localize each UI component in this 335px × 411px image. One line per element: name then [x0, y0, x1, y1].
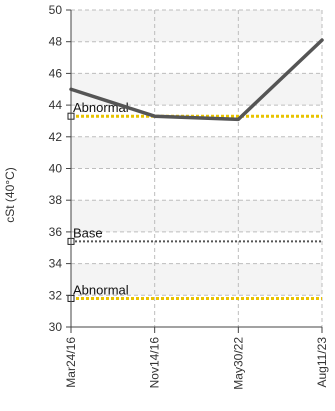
y-tick-label: 50	[49, 3, 63, 17]
y-tick-label: 36	[49, 225, 63, 239]
x-tick-label: Nov14/16	[148, 337, 162, 389]
y-tick-label: 44	[49, 98, 63, 112]
x-tick-label: Mar24/16	[64, 337, 78, 388]
y-tick-label: 42	[49, 130, 63, 144]
y-tick-label: 48	[49, 35, 63, 49]
reference-label: Abnormal	[73, 282, 129, 297]
grid-band	[71, 136, 322, 169]
y-tick-label: 38	[49, 193, 63, 207]
x-tick-label: Aug11/23	[315, 337, 329, 388]
background-bands	[71, 10, 322, 296]
x-tick-label: May30/22	[231, 337, 245, 390]
y-tick-labels: 30 32 34 36 38 40 42 44 46 48 50	[49, 3, 63, 334]
data-series	[69, 38, 324, 122]
y-tick-label: 40	[49, 162, 63, 176]
series-line	[69, 38, 324, 122]
grid-band	[71, 263, 322, 296]
y-axis-label: cSt (40°C)	[3, 167, 17, 222]
reference-label: Base	[73, 225, 103, 240]
reference-label: Abnormal	[73, 100, 129, 115]
x-tick-labels: Mar24/16 Nov14/16 May30/22 Aug11/23	[64, 337, 329, 390]
y-tick-label: 32	[49, 288, 63, 302]
axes	[66, 9, 323, 333]
grid-band	[71, 10, 322, 42]
y-tick-label: 46	[49, 66, 63, 80]
gridlines	[71, 9, 323, 328]
y-tick-label: 34	[49, 257, 63, 271]
grid-band	[71, 200, 322, 232]
y-tick-label: 30	[49, 320, 63, 334]
